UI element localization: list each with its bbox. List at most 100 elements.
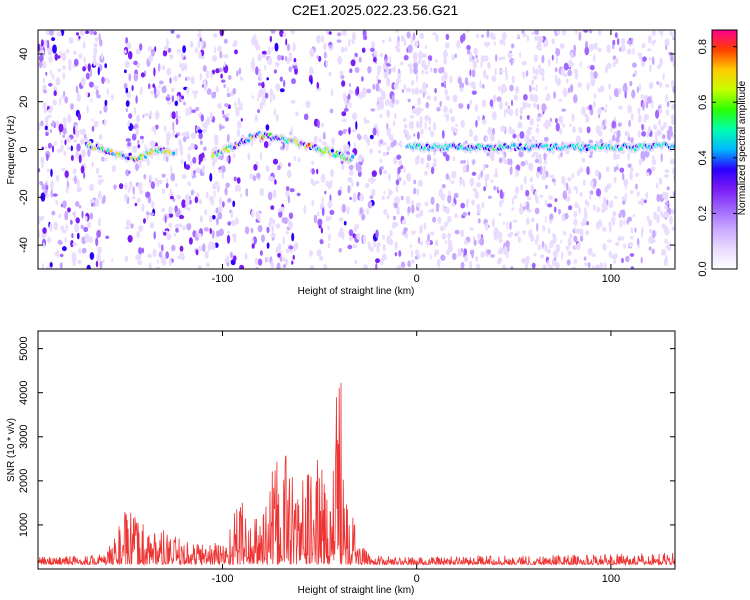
spectrogram-cell (452, 252, 457, 261)
spectrogram-cell (44, 125, 48, 131)
spectrogram-cell (585, 229, 590, 236)
spectrogram-cell (38, 54, 44, 62)
spectrogram-cell (225, 182, 230, 188)
spectrogram-cell (105, 235, 110, 239)
spectrogram-cell (160, 255, 165, 263)
spectrogram-cell (613, 176, 617, 184)
spectrogram-cell (528, 84, 532, 93)
spectrogram-cell (413, 230, 416, 235)
spectrogram-cell (182, 45, 187, 53)
spectrogram-cell (378, 88, 384, 93)
spectrogram-cell (124, 69, 127, 74)
spectrogram-cell (40, 215, 45, 221)
spectrogram-cell (236, 70, 239, 77)
spectrogram-cell (482, 84, 485, 89)
spectrogram-cell (162, 261, 167, 266)
spectrogram-cell (86, 104, 89, 114)
spectrogram-cell (474, 191, 480, 200)
spectrogram-cell (442, 51, 448, 58)
spectrogram-cell (209, 111, 213, 121)
spectrogram-cell (171, 111, 176, 120)
spectrogram-cell (354, 259, 358, 265)
spectrogram-cell (158, 251, 163, 258)
spectrogram-cell (290, 30, 295, 35)
spectrogram-cell (215, 68, 220, 74)
spectrogram-cell (356, 181, 360, 187)
spectrogram-cell (486, 41, 491, 46)
spectrogram-cell (603, 262, 607, 269)
spectrogram-cell (554, 198, 558, 203)
spectrogram-cell (330, 169, 335, 178)
spectrogram-cell (460, 202, 466, 209)
spectrogram-cell (322, 131, 326, 140)
spectrogram-cell (401, 89, 405, 93)
spectrogram-cell (547, 123, 552, 127)
spectrogram-cell (102, 259, 105, 264)
spectrogram-cell (166, 178, 169, 183)
spectrogram-cell (80, 138, 85, 145)
spectrogram-cell (149, 110, 153, 118)
spectrogram-cell (460, 229, 465, 237)
spectrogram-cell (579, 167, 584, 173)
spectrogram-cell (411, 205, 415, 214)
spectrogram-cell (316, 55, 319, 59)
spectrogram-cell (444, 240, 447, 244)
spectrogram-cell (475, 58, 480, 64)
spectrogram-cell (166, 94, 171, 98)
spectrogram-cell (587, 64, 590, 69)
spectrogram-cell (41, 183, 45, 191)
spectrogram-cell (292, 65, 298, 69)
spectrogram-cell (358, 56, 362, 63)
spectrogram-cell (498, 238, 503, 243)
spectrogram-cell (267, 57, 273, 66)
spectrogram-cell (261, 54, 267, 59)
spectrogram-cell (473, 135, 479, 142)
spectrogram-cell (649, 64, 652, 72)
spectrogram-cell (264, 92, 269, 99)
spectrogram-cell (127, 119, 131, 127)
spectrogram-cell (422, 253, 426, 258)
spectrogram-cell (80, 165, 85, 174)
spectrogram-cell (104, 99, 108, 107)
spectrogram-cell (558, 154, 561, 160)
spectrogram-cell (525, 189, 530, 197)
spectrogram-cell (428, 209, 434, 213)
spectrogram-cell (74, 175, 77, 185)
spectrogram-cell (637, 200, 641, 205)
spectrogram-cell (499, 191, 504, 199)
spectrogram-cell (484, 174, 488, 183)
spectrogram-cell (416, 107, 422, 115)
spectrogram-cell (60, 139, 63, 144)
spectrogram-cell (597, 87, 602, 93)
spectrogram-cell (444, 221, 449, 226)
spectrogram-cell (266, 242, 270, 249)
spectrogram-cell (630, 167, 634, 172)
spectrogram-cell (311, 168, 316, 175)
spectrogram-cell (486, 30, 490, 38)
spectrogram-cell (93, 47, 98, 56)
spectrogram-cell (611, 120, 617, 129)
spectrogram-cell (308, 66, 314, 76)
spectrogram-cell (583, 30, 589, 33)
spectrogram-cell (578, 126, 583, 134)
spectrogram-cell (370, 108, 376, 112)
spectrogram-cell (448, 108, 453, 114)
spectrogram-cell (348, 83, 351, 87)
spectrogram-cell (672, 31, 675, 39)
spectrogram-cell (413, 61, 418, 70)
spectrogram-cell (183, 101, 186, 106)
spectrogram-cell (598, 130, 603, 137)
spectrogram-cell (269, 35, 272, 43)
spectrogram-cell (386, 109, 391, 118)
spectrogram-cell (623, 178, 628, 187)
spectrogram-cell (375, 262, 378, 269)
spectrogram-cell (369, 134, 374, 140)
spectrogram-cell (131, 85, 134, 92)
spectrogram-cell (524, 202, 527, 206)
spectrogram-cell (315, 180, 320, 184)
spectrogram-cell (512, 219, 518, 223)
spectrogram-cell (209, 172, 213, 182)
spectrogram-cell (328, 71, 332, 77)
spectrogram-cell (184, 62, 188, 71)
